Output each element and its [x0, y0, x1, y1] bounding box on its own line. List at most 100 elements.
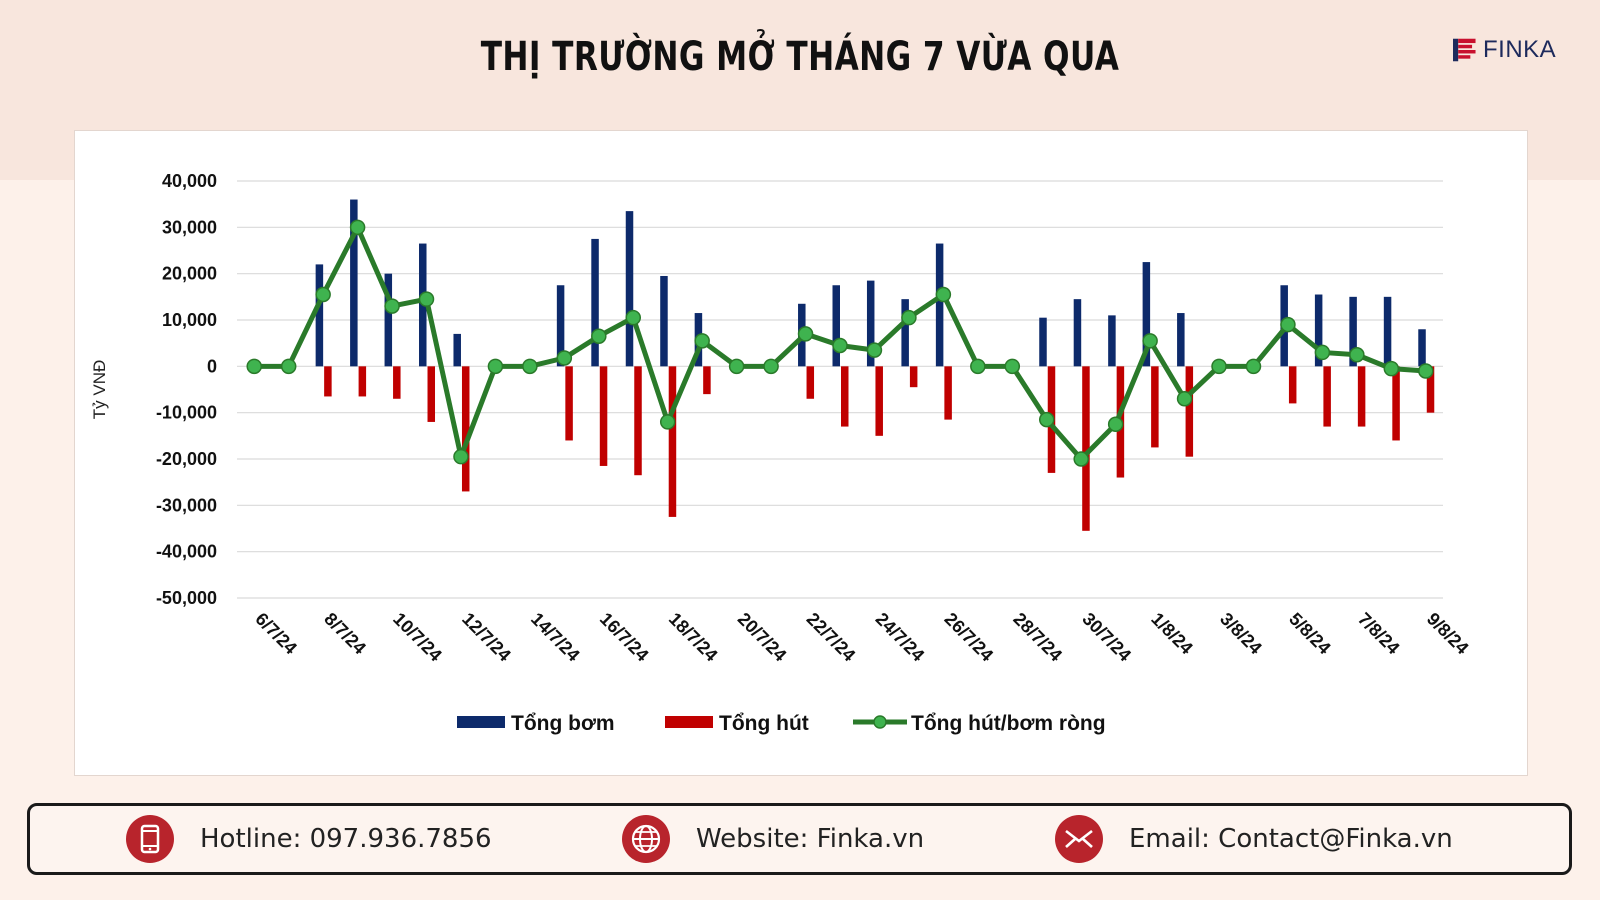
x-tick-label: 9/8/24: [1423, 609, 1473, 659]
x-tick-label: 7/8/24: [1354, 609, 1404, 659]
y-axis-label: Tỷ VNĐ: [90, 360, 109, 420]
contact-bar: Hotline: 097.936.7856 Website: Finka.vn …: [27, 803, 1572, 875]
bar-tong-hut: [1288, 366, 1297, 404]
bar-tong-hut: [565, 366, 573, 441]
bar-tong-hut: [841, 366, 849, 427]
legend-swatch-net-point: [873, 715, 887, 729]
net-point: [901, 309, 917, 326]
net-point: [797, 326, 814, 342]
finka-logo: FINKA: [1453, 33, 1556, 67]
bar-tong-bom: [1108, 315, 1116, 367]
bar-tong-bom: [866, 280, 875, 367]
chart-card: 40,000 30,000 20,000 10,000 0 -10,000 -20,000 -…: [74, 130, 1528, 776]
bar-tong-hut: [944, 366, 952, 420]
bar-tong-bom: [1039, 317, 1047, 367]
website-contact[interactable]: Website: Finka.vn: [622, 806, 924, 872]
net-point: [1314, 344, 1331, 361]
net-point: [1245, 358, 1262, 375]
bar-tong-hut: [806, 366, 815, 399]
bar-tong-bom: [315, 264, 324, 367]
bar-tong-bom: [591, 238, 599, 367]
net-point: [280, 358, 297, 375]
net-point: [970, 358, 986, 375]
x-tick-label: 28/7/24: [1009, 609, 1066, 666]
net-point: [1073, 451, 1089, 467]
net-point: [453, 448, 469, 465]
net-point: [522, 358, 538, 375]
bar-tong-hut: [668, 366, 677, 517]
y-tick-label: 40,000: [162, 171, 217, 191]
bar-tong-hut: [634, 366, 642, 476]
net-point: [625, 309, 642, 326]
net-point: [418, 291, 435, 307]
bar-tong-hut: [599, 366, 608, 466]
x-tick-label: 24/7/24: [872, 609, 929, 666]
bar-tong-hut: [1426, 366, 1435, 413]
y-tick-label: 20,000: [162, 264, 217, 284]
hotline-contact[interactable]: Hotline: 097.936.7856: [126, 806, 492, 872]
bar-tong-bom: [660, 275, 668, 367]
net-point: [349, 219, 366, 236]
email-contact[interactable]: Email: Contact@Finka.vn: [1055, 806, 1453, 872]
y-tick-label: -40,000: [156, 542, 217, 562]
bar-tong-bom: [453, 333, 461, 367]
globe-icon: [622, 815, 670, 863]
bar-tong-hut: [393, 366, 401, 399]
legend-swatch-tong-bom: [457, 716, 505, 728]
bar-tong-hut: [1323, 366, 1331, 427]
page-title: THỊ TRƯỜNG MỞ THÁNG 7 VỪA QUA: [480, 34, 1120, 80]
bar-tong-hut: [875, 366, 883, 436]
bar-tong-bom: [901, 299, 909, 367]
bar-tong-bom: [350, 199, 358, 367]
bar-tong-bom: [1349, 296, 1357, 367]
net-point: [728, 358, 745, 375]
y-tick-label: 10,000: [162, 310, 217, 330]
net-point: [1107, 416, 1124, 432]
x-tick-label: 14/7/24: [527, 609, 584, 666]
logo-text: FINKA: [1483, 36, 1557, 63]
net-point: [1004, 358, 1021, 375]
net-point: [246, 358, 262, 375]
y-tick-label: 30,000: [162, 217, 217, 237]
website-text: Website: Finka.vn: [696, 824, 925, 854]
x-tick-label: 3/8/24: [1216, 609, 1266, 659]
bar-tong-hut: [1082, 366, 1090, 531]
bar-tong-hut: [1185, 366, 1194, 457]
net-point: [591, 328, 607, 344]
net-point: [659, 414, 676, 430]
bar-tong-bom: [384, 273, 393, 367]
x-tick-label: 26/7/24: [941, 609, 998, 666]
net-point: [866, 342, 883, 358]
bar-tong-hut: [1151, 366, 1159, 448]
net-point: [935, 286, 952, 303]
net-point: [556, 350, 573, 366]
net-point: [1383, 360, 1400, 377]
bar-tong-hut: [461, 366, 470, 492]
bar-tong-hut: [703, 366, 711, 395]
net-point: [694, 333, 710, 349]
net-point: [1280, 316, 1296, 333]
bar-tong-bom: [1418, 329, 1426, 367]
x-tick-label: 12/7/24: [458, 609, 515, 666]
mail-icon: [1055, 815, 1103, 863]
net-point: [1418, 363, 1434, 379]
net-point: [1176, 391, 1193, 407]
bar-tong-bom: [1142, 262, 1151, 367]
x-tick-label: 20/7/24: [734, 609, 791, 666]
y-tick-label: 0: [207, 356, 217, 376]
bar-tong-hut: [1357, 366, 1366, 427]
finka-logo-icon: [1453, 38, 1476, 62]
y-tick-label: -10,000: [156, 403, 217, 423]
bar-tong-bom: [1314, 294, 1323, 367]
y-tick-label: -50,000: [156, 588, 217, 608]
chart-svg: 40,000 30,000 20,000 10,000 0 -10,000 -20,000 -…: [90, 171, 1473, 735]
bar-tong-bom: [1177, 313, 1185, 367]
net-point: [487, 358, 504, 375]
legend-swatch-tong-hut: [665, 716, 713, 728]
net-point: [1349, 347, 1365, 363]
bar-tong-hut: [909, 366, 918, 388]
x-tick-label: 5/8/24: [1285, 609, 1335, 659]
x-tick-label: 1/8/24: [1147, 609, 1197, 659]
bar-tong-bom: [556, 285, 565, 367]
bar-tong-bom: [1383, 296, 1392, 367]
